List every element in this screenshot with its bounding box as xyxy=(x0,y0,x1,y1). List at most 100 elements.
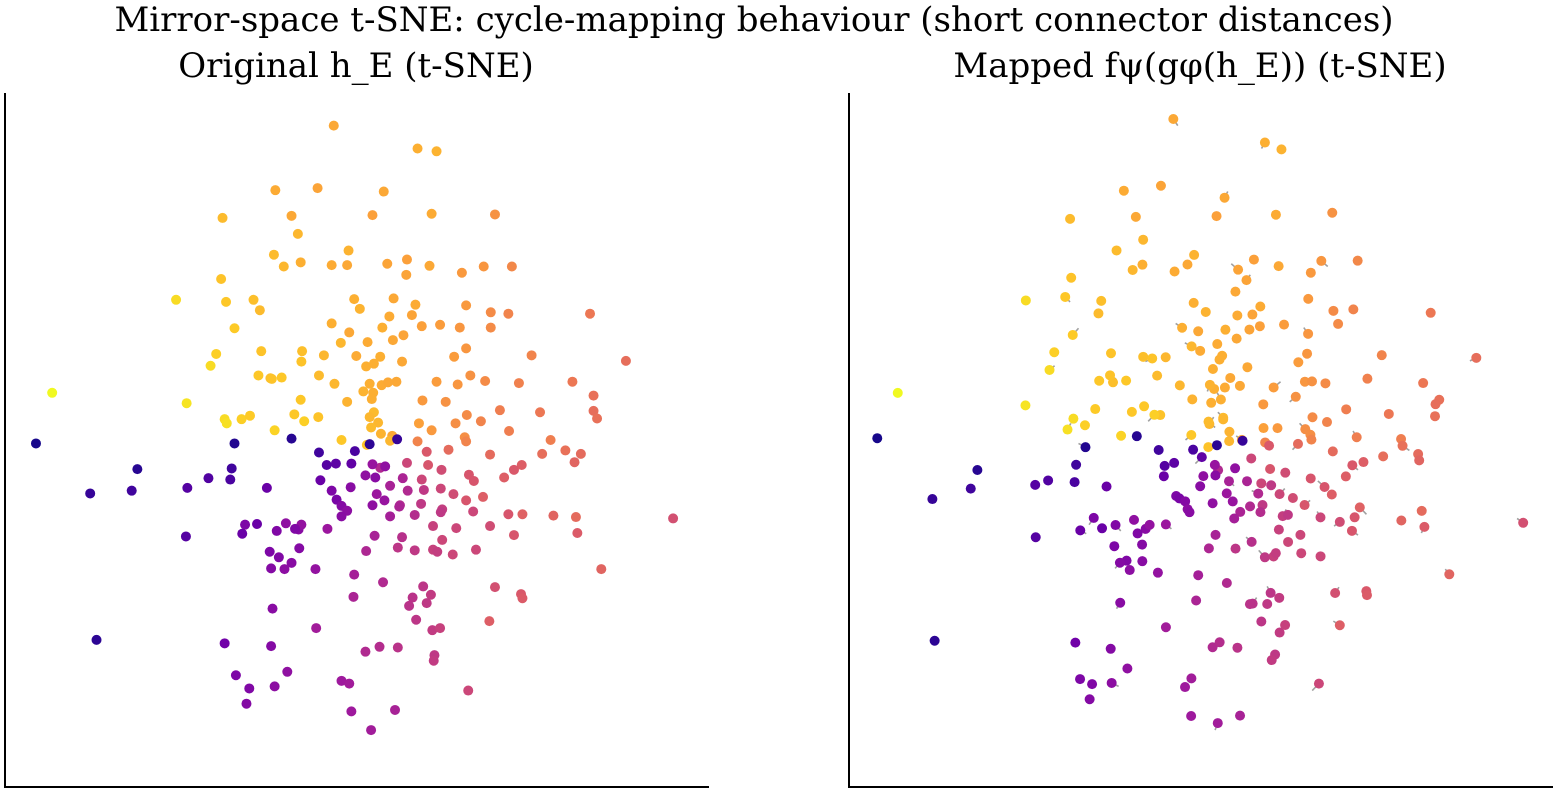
scatter-point xyxy=(382,377,393,388)
scatter-point xyxy=(418,484,429,495)
scatter-point xyxy=(312,183,323,194)
scatter-point xyxy=(1174,380,1185,391)
scatter-point xyxy=(1106,677,1117,688)
scatter-point xyxy=(485,322,496,333)
scatter-point xyxy=(1020,400,1031,411)
scatter-point xyxy=(432,546,443,557)
scatter-point xyxy=(286,557,297,568)
scatter-point xyxy=(336,435,347,445)
scatter-point xyxy=(297,346,308,357)
scatter-point xyxy=(1118,185,1129,196)
scatter-point xyxy=(1354,502,1365,513)
scatter-point xyxy=(965,483,976,494)
scatter-point xyxy=(1430,399,1441,410)
scatter-point xyxy=(1265,587,1276,598)
scatter-point xyxy=(1203,543,1214,554)
scatter-point xyxy=(1316,255,1327,266)
scatter-point xyxy=(318,350,329,361)
scatter-point xyxy=(216,273,227,284)
scatter-point xyxy=(271,525,282,536)
scatter-point xyxy=(364,412,375,423)
scatter-point xyxy=(1110,520,1121,531)
scatter-point xyxy=(221,296,232,307)
scatter-point xyxy=(465,370,476,381)
scatter-point xyxy=(1315,512,1326,523)
scatter-point xyxy=(1414,455,1425,466)
scatter-point xyxy=(575,448,586,459)
scatter-point xyxy=(237,528,248,539)
scatter-point xyxy=(1105,643,1116,654)
scatter-point xyxy=(1259,552,1270,563)
scatter-point xyxy=(1138,351,1149,362)
scatter-point xyxy=(370,472,381,483)
scatter-point xyxy=(342,260,353,271)
scatter-point xyxy=(375,351,386,362)
scatter-point xyxy=(392,542,403,553)
scatter-point xyxy=(1121,375,1132,386)
scatter-point xyxy=(132,464,143,475)
scatter-point xyxy=(1254,321,1265,332)
scatter-point xyxy=(1160,519,1171,530)
scatter-point xyxy=(456,267,467,278)
scatter-point xyxy=(292,228,303,239)
scatter-point xyxy=(427,625,438,636)
scatter-point xyxy=(1060,291,1071,302)
scatter-point xyxy=(1094,375,1105,386)
scatter-point xyxy=(290,523,301,534)
scatter-point xyxy=(569,457,580,468)
scatter-point xyxy=(1129,514,1140,525)
scatter-point xyxy=(1177,322,1188,333)
scatter-point xyxy=(1280,620,1291,631)
scatter-point xyxy=(1160,352,1171,363)
scatter-point xyxy=(368,358,379,369)
scatter-point xyxy=(378,577,389,588)
scatter-point xyxy=(1096,295,1107,306)
subplot-mapped-points xyxy=(872,113,1529,729)
scatter-point xyxy=(927,494,938,505)
scatter-point xyxy=(362,337,373,348)
scatter-point xyxy=(1358,457,1369,468)
scatter-point xyxy=(1105,370,1116,381)
scatter-point xyxy=(401,254,412,265)
scatter-point xyxy=(1182,259,1193,270)
scatter-point xyxy=(1444,569,1455,580)
scatter-point xyxy=(256,346,267,357)
scatter-point xyxy=(1126,406,1137,417)
scatter-point xyxy=(423,459,434,470)
scatter-point xyxy=(1302,348,1313,359)
scatter-point xyxy=(286,433,297,444)
scatter-point xyxy=(548,510,559,521)
scatter-point xyxy=(266,563,277,574)
scatter-point xyxy=(367,210,378,221)
scatter-point xyxy=(1158,471,1169,482)
scatter-point xyxy=(454,322,465,333)
scatter-point xyxy=(1187,394,1198,405)
scatter-point xyxy=(1327,207,1338,218)
scatter-point xyxy=(1195,345,1206,356)
scatter-point xyxy=(1235,506,1246,517)
scatter-point xyxy=(387,335,398,346)
scatter-point xyxy=(1030,479,1041,490)
scatter-point xyxy=(1221,488,1232,499)
scatter-point xyxy=(1273,524,1284,535)
scatter-point xyxy=(1328,305,1339,316)
scatter-point xyxy=(485,449,496,460)
scatter-point xyxy=(180,531,191,542)
scatter-point xyxy=(384,311,395,322)
scatter-point xyxy=(330,458,341,469)
scatter-point xyxy=(349,446,360,457)
scatter-point xyxy=(513,378,524,389)
scatter-point xyxy=(407,592,418,603)
scatter-point xyxy=(499,472,510,483)
scatter-point xyxy=(450,418,461,429)
scatter-point xyxy=(1258,399,1269,410)
scatter-point xyxy=(1115,597,1126,608)
scatter-point xyxy=(402,485,413,496)
scatter-point xyxy=(373,417,384,428)
scatter-point xyxy=(1315,551,1326,562)
scatter-point xyxy=(1101,481,1112,492)
scatter-point xyxy=(1362,373,1373,384)
scatter-point xyxy=(367,459,378,470)
scatter-point xyxy=(517,509,528,520)
scatter-point xyxy=(267,603,278,614)
